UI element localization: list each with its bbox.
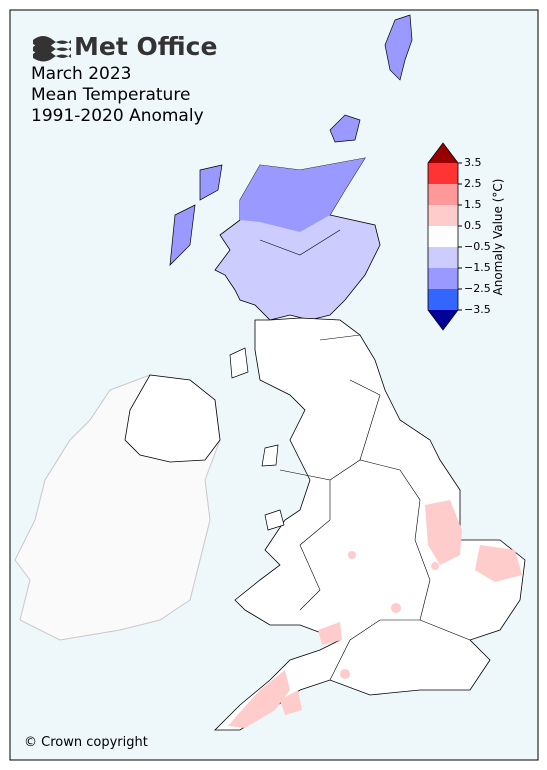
colorbar-tick-label: 3.5 [464, 156, 482, 169]
colorbar-extend-top [428, 143, 458, 163]
colorbar-segment [428, 268, 458, 289]
colorbar: 3.5 2.5 1.5 0.5 −0.5 −1.5 −2.5 −3.5 [427, 142, 491, 331]
colorbar-segment [428, 289, 458, 310]
header-line: Mean Temperature [31, 85, 190, 105]
colorbar-extend-bottom [428, 310, 458, 330]
header-line: March 2023 [31, 64, 132, 84]
colorbar-tick-label: 2.5 [464, 177, 482, 190]
copyright: © Crown copyright [24, 735, 148, 750]
region-boundaries [259, 229, 471, 681]
warm-anomaly-areas [228, 500, 522, 728]
colorbar-tick-label: 0.5 [464, 219, 482, 232]
colorbar-tick-label: −0.5 [464, 240, 491, 253]
colorbar-tick-label: −3.5 [464, 303, 491, 316]
colorbar-segment [428, 205, 458, 226]
header-line: 1991-2020 Anomaly [31, 106, 204, 126]
logo-icon [33, 36, 71, 62]
colorbar-tick-label: −1.5 [464, 261, 491, 274]
colorbar-segment [428, 247, 458, 268]
colorbar-segment [428, 184, 458, 205]
logo-text: Met Office [74, 32, 217, 61]
colorbar-segment [428, 226, 458, 247]
small-islands [229, 347, 285, 531]
islands [169, 14, 413, 266]
colorbar-tick-label: −2.5 [464, 282, 491, 295]
colorbar-title: Anomaly Value (°C) [491, 179, 505, 296]
colorbar-tick-label: 1.5 [464, 198, 482, 211]
scotland-north [240, 158, 365, 232]
northern-ireland [124, 374, 221, 463]
colorbar-segment [428, 163, 458, 184]
